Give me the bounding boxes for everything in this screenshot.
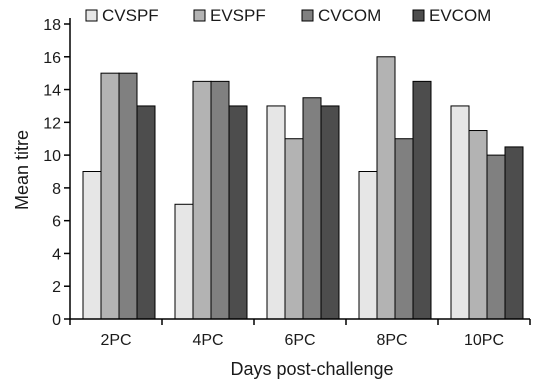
y-tick-label: 0: [52, 312, 61, 329]
legend-swatch-evspf: [193, 9, 206, 22]
x-tick-label: 6PC: [284, 332, 315, 349]
y-tick-label: 12: [43, 115, 61, 132]
legend-label-evcom: EVCOM: [429, 6, 491, 25]
y-tick-label: 18: [43, 17, 61, 34]
bar-cvcom-2pc: [118, 72, 138, 320]
legend: CVSPF EVSPF CVCOM EVCOM: [85, 6, 491, 25]
bar-cvcom-6pc: [302, 97, 322, 320]
bar-cvcom-4pc: [210, 80, 230, 320]
legend-swatch-cvspf: [85, 9, 98, 22]
legend-swatch-cvcom: [301, 9, 314, 22]
x-axis-title: Days post-challenge: [230, 359, 393, 379]
axes: 0 2 4 6 8 10 12 14 16 18 2PC 4PC 6PC 8PC 10PC: [43, 17, 531, 349]
bar-cvspf-10pc: [450, 105, 470, 320]
y-tick-label: 16: [43, 50, 61, 67]
y-tick-label: 10: [43, 148, 61, 165]
y-axis-title: Mean titre: [12, 130, 32, 210]
bar-evcom-6pc: [320, 105, 340, 320]
bar-cvspf-8pc: [358, 171, 378, 320]
y-tick-label: 2: [52, 279, 61, 296]
y-tick-label: 4: [52, 246, 61, 263]
bar-evspf-8pc: [376, 56, 396, 320]
bar-evcom-2pc: [136, 105, 156, 320]
y-tick-label: 8: [52, 181, 61, 198]
y-tick-label: 14: [43, 83, 61, 100]
bar-cvspf-4pc: [174, 203, 194, 320]
legend-label-evspf: EVSPF: [210, 6, 266, 25]
bar-evspf-10pc: [468, 130, 488, 320]
bar-evcom-10pc: [504, 146, 524, 320]
legend-label-cvcom: CVCOM: [318, 6, 381, 25]
bar-evcom-8pc: [412, 80, 432, 320]
x-tick-label: 2PC: [100, 332, 131, 349]
bar-cvcom-8pc: [394, 138, 414, 320]
y-tick-label: 6: [52, 214, 61, 231]
x-tick-label: 4PC: [192, 332, 223, 349]
bar-evspf-4pc: [192, 80, 212, 320]
x-tick-label: 8PC: [376, 332, 407, 349]
bar-cvspf-6pc: [266, 105, 286, 320]
bar-cvspf-2pc: [82, 171, 102, 320]
bar-evspf-6pc: [284, 138, 304, 320]
bar-evcom-4pc: [228, 105, 248, 320]
bar-evspf-2pc: [100, 72, 120, 320]
legend-swatch-evcom: [412, 9, 425, 22]
legend-label-cvspf: CVSPF: [102, 6, 159, 25]
bars: [82, 56, 524, 320]
bar-cvcom-10pc: [486, 154, 506, 320]
x-tick-label: 10PC: [464, 332, 504, 349]
